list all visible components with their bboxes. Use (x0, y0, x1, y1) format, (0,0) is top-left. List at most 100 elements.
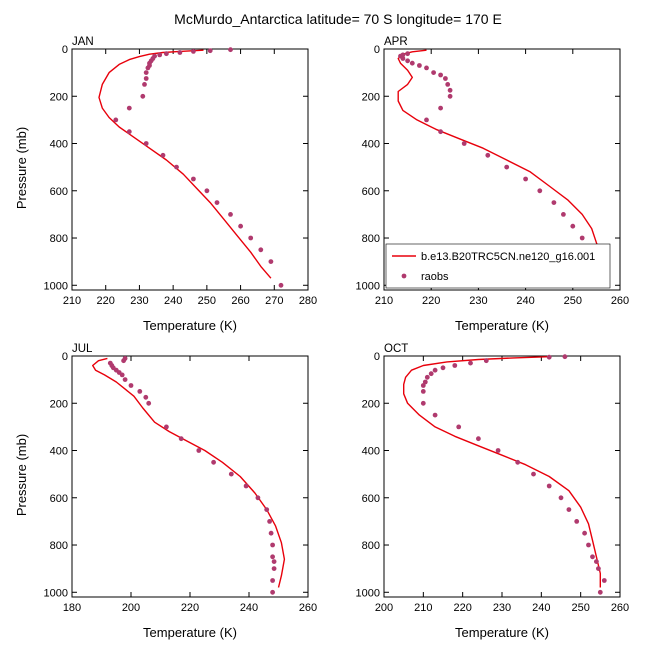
raobs-point (432, 367, 438, 373)
panel-title: APR (384, 36, 408, 48)
raobs-point (164, 424, 169, 430)
raobs-point (594, 559, 599, 564)
raobs-point (483, 358, 489, 364)
panel-title: JAN (72, 36, 94, 48)
model-series-line (397, 49, 602, 281)
y-tick-label: 800 (50, 540, 68, 552)
raobs-point (255, 495, 261, 501)
raobs-point (601, 578, 607, 583)
x-tick-label: 260 (299, 602, 317, 614)
y-tick-label: 600 (362, 493, 380, 505)
panel-apr: APR Temperature (K) 210 220 230 240 250 260 0 2… (356, 36, 630, 333)
raobs-point (420, 383, 426, 388)
raobs-point (405, 51, 410, 57)
raobs-point (271, 566, 277, 571)
raobs-point (537, 188, 543, 194)
raobs-point (122, 377, 128, 382)
raobs-point (278, 282, 284, 288)
x-tick-label: 260 (611, 602, 629, 614)
raobs-point (143, 394, 149, 400)
x-tick-label: 240 (532, 602, 550, 614)
raobs-point (586, 542, 591, 548)
plot-frame (71, 48, 309, 291)
y-tick-label: 0 (374, 351, 380, 363)
raobs-point (597, 589, 603, 595)
raobs-point (143, 76, 149, 81)
y-tick-label: 0 (62, 351, 68, 363)
y-tick-label: 200 (50, 398, 68, 410)
x-tick-label: 230 (130, 295, 148, 307)
x-tick-label: 260 (231, 295, 249, 307)
raobs-point (267, 519, 272, 524)
y-tick-label: 600 (362, 186, 380, 198)
raobs-point (562, 354, 568, 360)
raobs-point (515, 459, 521, 465)
raobs-point (523, 176, 528, 182)
y-tick-label: 600 (50, 186, 68, 198)
x-tick-label: 250 (564, 295, 582, 307)
raobs-point (420, 400, 426, 406)
raobs-point (431, 70, 436, 75)
y-tick-label: 1000 (356, 587, 380, 599)
panel-jul: JUL Temperature (K) Pressure (mb) 180 200… (14, 343, 317, 640)
y-tick-label: 200 (362, 91, 380, 103)
plot-frame (383, 355, 621, 598)
raobs-point (142, 82, 147, 87)
x-tick-label: 260 (611, 295, 629, 307)
x-tick-label: 220 (181, 602, 199, 614)
x-tick-label: 200 (375, 602, 393, 614)
raobs-point (495, 448, 501, 453)
raobs-point (207, 48, 213, 54)
raobs-point (432, 412, 438, 418)
raobs-point (590, 554, 595, 560)
raobs-point (447, 87, 453, 93)
raobs-point (445, 82, 451, 87)
raobs-point (438, 72, 443, 78)
raobs-point (531, 471, 536, 477)
raobs-point (270, 554, 275, 560)
raobs-point (424, 65, 429, 71)
y-tick-label: 1000 (44, 587, 68, 599)
legend-raobs-swatch (401, 273, 407, 279)
y-tick-label: 200 (50, 91, 68, 103)
raobs-point (438, 129, 443, 135)
raobs-point (424, 117, 429, 123)
raobs-point (271, 559, 277, 564)
x-tick-label: 230 (469, 295, 487, 307)
x-tick-label: 220 (422, 295, 440, 307)
y-tick-label: 400 (50, 139, 68, 151)
raobs-point (191, 176, 196, 182)
raobs-point (119, 372, 125, 378)
raobs-point (248, 235, 254, 241)
raobs-point (128, 383, 134, 388)
raobs-point (270, 578, 275, 583)
x-axis-label: Temperature (K) (455, 625, 549, 640)
raobs-point (420, 389, 426, 394)
panel-title: JUL (72, 343, 93, 355)
x-tick-label: 220 (453, 602, 471, 614)
x-tick-label: 270 (265, 295, 283, 307)
y-tick-label: 400 (50, 446, 68, 458)
plot-frame (383, 48, 621, 291)
y-axis-label: Pressure (mb) (14, 434, 29, 516)
y-tick-label: 1000 (44, 280, 68, 292)
raobs-point (146, 400, 152, 406)
panel-oct: OCT Temperature (K) 200 210 220 230 240 250 26… (356, 343, 630, 640)
legend-model-label: b.e13.B20TRC5CN.ne120_g16.001 (421, 251, 595, 263)
raobs-point (400, 56, 406, 61)
model-series-line (403, 356, 601, 588)
raobs-point (143, 70, 149, 75)
raobs-point (417, 63, 422, 68)
y-tick-label: 0 (374, 44, 380, 56)
raobs-point (126, 129, 132, 135)
raobs-point (574, 519, 580, 524)
raobs-point (228, 471, 234, 477)
raobs-point (268, 530, 274, 536)
figure-title: McMurdo_Antarctica latitude= 70 S longit… (174, 11, 502, 27)
raobs-point (140, 93, 146, 99)
raobs-point (428, 371, 434, 377)
x-axis-label: Temperature (K) (455, 318, 549, 333)
panel-title: OCT (384, 343, 408, 355)
raobs-point (157, 52, 163, 58)
